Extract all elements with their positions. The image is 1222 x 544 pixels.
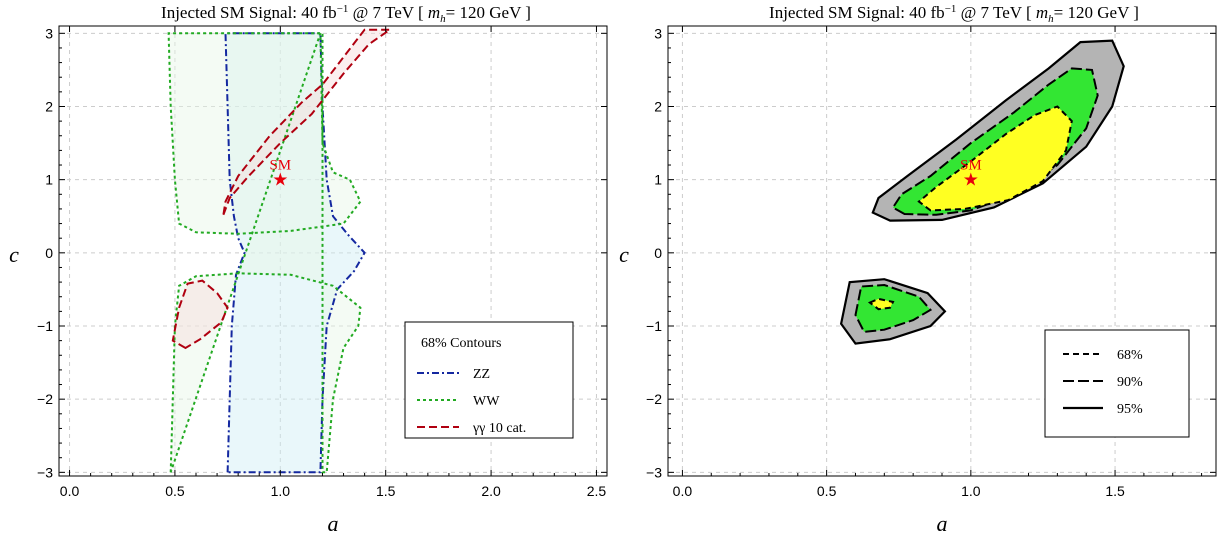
contour-fill-zz [225, 33, 365, 473]
right-y-ticks: −3 −2 −1 0 1 2 3 [646, 25, 1216, 480]
x-tick-label: 1.0 [961, 483, 981, 499]
y-tick-label: 0 [654, 245, 662, 261]
legend-ww-label: WW [473, 394, 500, 409]
x-tick-label: 2.0 [481, 483, 501, 499]
left-contour-lines [167, 28, 394, 474]
legend-zz-label: ZZ [473, 367, 490, 382]
contour-fill-ww [168, 33, 361, 473]
left-x-axis-label: a [328, 511, 339, 536]
right-y-axis-label: c [619, 242, 629, 267]
right-legend: 68% 90% 95% [1044, 329, 1190, 438]
right-chart-title: Injected SM Signal: 40 fb−1 @ 7 TeV [ mh… [769, 3, 1139, 25]
contour-line-ww [167, 32, 362, 474]
left-chart-title: Injected SM Signal: 40 fb−1 @ 7 TeV [ mh… [161, 3, 531, 25]
x-tick-label: 2.5 [587, 483, 607, 499]
y-tick-label: 2 [654, 98, 662, 114]
x-tick-label: 0.5 [817, 483, 837, 499]
left-panel: Injected SM Signal: 40 fb−1 @ 7 TeV [ mh… [9, 3, 608, 536]
x-tick-label: 1.5 [1105, 483, 1125, 499]
x-tick-label: 0.5 [165, 483, 185, 499]
legend-68-label: 68% [1117, 348, 1143, 363]
y-tick-label: 2 [45, 98, 53, 114]
right-contour-fills [839, 39, 1125, 345]
left-y-ticks: −3 −2 −1 0 1 2 3 [37, 25, 607, 480]
y-tick-label: 1 [654, 172, 662, 188]
left-gridlines [59, 26, 607, 476]
y-tick-label: 1 [45, 172, 53, 188]
contour-line-zz [224, 32, 366, 474]
y-tick-label: −3 [37, 464, 53, 480]
contour-region-68pct [867, 297, 895, 311]
left-y-axis-label: c [9, 242, 19, 267]
right-sm-star-icon: ★ [963, 170, 979, 191]
y-tick-label: −3 [646, 464, 662, 480]
x-tick-label: 0.0 [673, 483, 693, 499]
y-tick-label: −1 [646, 318, 662, 334]
y-tick-label: 3 [654, 25, 662, 41]
x-tick-label: 1.0 [271, 483, 291, 499]
y-tick-label: −2 [646, 391, 662, 407]
y-tick-label: 0 [45, 245, 53, 261]
y-tick-label: −2 [37, 391, 53, 407]
contour-line--10-cat- [222, 28, 394, 216]
legend-90-label: 90% [1117, 375, 1143, 390]
y-tick-label: −1 [37, 318, 53, 334]
left-legend-title: 68% Contours [421, 336, 502, 351]
right-x-axis-label: a [937, 511, 948, 536]
contour-line--10-cat- [171, 279, 229, 350]
x-tick-label: 0.0 [60, 483, 80, 499]
right-panel: Injected SM Signal: 40 fb−1 @ 7 TeV [ mh… [619, 3, 1217, 536]
x-tick-label: 1.5 [376, 483, 396, 499]
left-x-ticks: 0.0 0.5 1.0 1.5 2.0 2.5 [60, 26, 607, 499]
contour-region-90pct [854, 283, 933, 333]
left-contour-fills [168, 29, 390, 473]
left-sm-star-icon: ★ [272, 170, 288, 191]
right-x-ticks: 0.0 0.5 1.0 1.5 [673, 26, 1203, 499]
right-sm-label: SM [960, 158, 982, 174]
contour-fill--10-cat- [172, 280, 228, 348]
left-sm-label: SM [269, 158, 291, 174]
legend-95-label: 95% [1117, 402, 1143, 417]
contour-region-68pct [917, 105, 1073, 212]
y-tick-label: 3 [45, 25, 53, 41]
left-legend: 68% Contours ZZ WW γγ 10 cat. [404, 321, 574, 439]
left-plot-frame [58, 25, 608, 477]
legend-gg-label: γγ 10 cat. [472, 421, 526, 436]
